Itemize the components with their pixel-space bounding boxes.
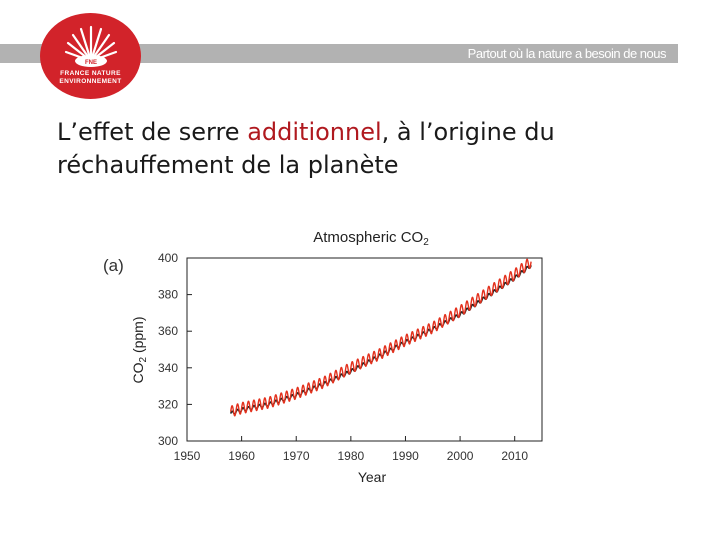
logo-line-2: ENVIRONNEMENT	[59, 78, 122, 85]
y-tick-label: 400	[158, 251, 178, 265]
x-tick-label: 1970	[283, 449, 310, 463]
series-layer	[229, 258, 532, 417]
x-tick-label: 2010	[501, 449, 528, 463]
x-tick-label: 1950	[174, 449, 201, 463]
y-tick-label: 340	[158, 361, 178, 375]
x-tick-label: 1980	[337, 449, 364, 463]
hedgehog-icon: FNE	[64, 25, 118, 67]
co2-seasonal-line	[229, 258, 532, 417]
logo-line-1: FRANCE NATURE	[60, 70, 121, 77]
x-tick-label: 2000	[447, 449, 474, 463]
panel-label: (a)	[103, 256, 124, 275]
y-axis: 300 320 340 360 380 400	[158, 251, 192, 448]
title-part-2: , à l’origine du réchauffement de la pla…	[57, 118, 555, 179]
x-tick-label: 1960	[228, 449, 255, 463]
x-tick-label: 1990	[392, 449, 419, 463]
logo-small-mark: FNE	[85, 60, 97, 66]
y-tick-label: 380	[158, 288, 178, 302]
co2-trend-line	[229, 265, 532, 415]
y-tick-label: 300	[158, 434, 178, 448]
title-accent: additionnel	[247, 118, 382, 146]
title-part-1: L’effet de serre	[57, 118, 248, 146]
plot-area	[186, 257, 543, 442]
slide-title: L’effet de serre additionnel, à l’origin…	[57, 116, 657, 182]
y-tick-label: 320	[158, 397, 178, 411]
tagline: Partout où la nature a besoin de nous	[467, 46, 667, 61]
chart-title: Atmospheric CO2	[313, 229, 429, 248]
y-axis-title: CO2 (ppm)	[130, 316, 149, 383]
x-axis: 1950 1960 1970 1980 1990 2000 2010	[174, 436, 528, 463]
header-bar: Partout où la nature a besoin de nous	[0, 44, 678, 63]
y-tick-label: 360	[158, 324, 178, 338]
fne-logo[interactable]: FNE FRANCE NATURE ENVIRONNEMENT	[40, 13, 141, 99]
x-axis-title: Year	[358, 469, 387, 485]
